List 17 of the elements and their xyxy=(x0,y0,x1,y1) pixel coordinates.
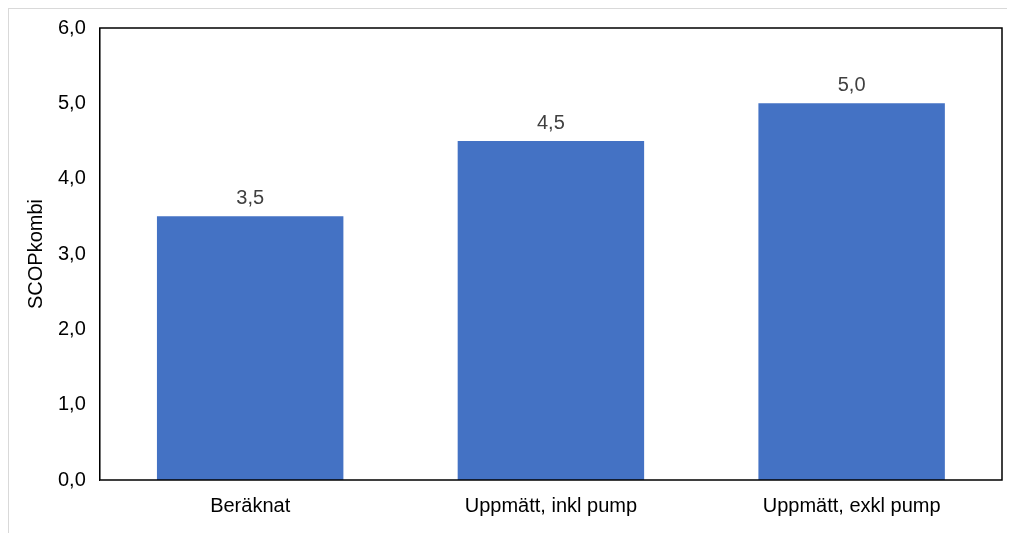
y-tick-label: 3,0 xyxy=(57,241,86,264)
data-label: 5,0 xyxy=(837,72,866,95)
data-label: 3,5 xyxy=(236,185,265,208)
x-tick-label: Beräknat xyxy=(210,493,291,516)
x-tick-label: Uppmätt, inkl pump xyxy=(464,493,638,516)
y-tick-label: 5,0 xyxy=(57,90,86,113)
y-tick-label: 1,0 xyxy=(57,392,86,415)
y-tick-label: 0,0 xyxy=(57,467,86,490)
y-axis-title: SCOPkombi xyxy=(23,198,46,310)
data-label: 4,5 xyxy=(537,110,565,133)
y-tick-label: 2,0 xyxy=(57,316,86,339)
y-tick-label: 6,0 xyxy=(57,15,86,38)
y-tick-label: 4,0 xyxy=(57,166,86,189)
bar xyxy=(457,141,645,480)
bar xyxy=(758,103,945,480)
bar xyxy=(156,216,344,480)
x-tick-label: Uppmätt, exkl pump xyxy=(762,493,941,516)
